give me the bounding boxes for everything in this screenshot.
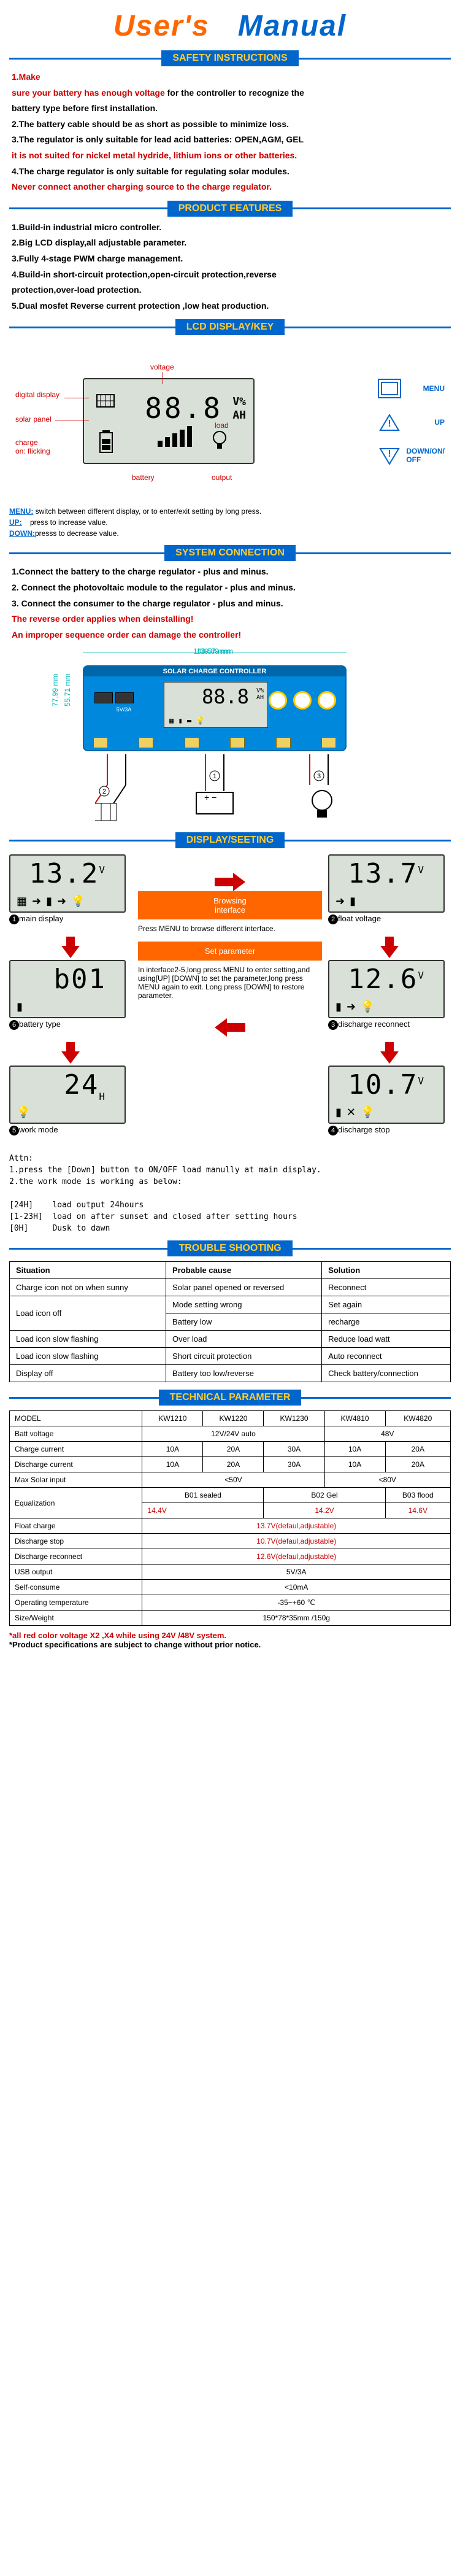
bulb-icon (210, 429, 229, 454)
tech-table: MODELKW1210KW1220KW1230KW4810KW4820 Batt… (9, 1410, 451, 1626)
main-title: User's Manual (9, 9, 451, 43)
section-safety: SAFETY INSTRUCTIONS (9, 50, 451, 66)
controller-body: SOLAR CHARGE CONTROLLER 5V/3A 88.8 ▦ ▮ ▬… (83, 665, 347, 751)
section-trouble: TROUBLE SHOOTING (9, 1240, 451, 1256)
svg-text:+ −: + − (204, 792, 217, 802)
safety-list: 1.Make sure your battery has enough volt… (9, 71, 451, 193)
section-features: PRODUCT FEATURES (9, 201, 451, 217)
lcd-units: V% AH (232, 395, 246, 422)
section-tech: TECHNICAL PARAMETER (9, 1390, 451, 1406)
up-button (293, 691, 312, 710)
menu-icon (377, 378, 402, 400)
footer-notes: *all red color voltage X2 ,X4 while usin… (9, 1631, 451, 1649)
lcd-diagram: 88.8 V% AH voltage digital display solar… (9, 341, 451, 501)
features-list: 1.Build-in industrial micro controller. … (9, 222, 451, 312)
svg-text:!: ! (388, 419, 391, 429)
svg-text:2: 2 (102, 788, 106, 795)
bars-icon (158, 426, 194, 451)
up-icon: ! (377, 412, 402, 433)
menu-button (269, 691, 287, 710)
section-conn: SYSTEM CONNECTION (9, 545, 451, 561)
svg-text:!: ! (388, 449, 391, 459)
controller-diagram: 148.57 mm 139.89 mm 77.99 mm 55.71 mm SO… (9, 647, 451, 825)
lcd-screen: 88.8 V% AH (83, 378, 255, 464)
usb-ports: 5V/3A (93, 691, 155, 722)
terminals (93, 737, 336, 748)
down-button (318, 691, 336, 710)
conn-list: 1.Connect the battery to the charge regu… (9, 566, 451, 641)
lcd-digits: 88.8 (145, 392, 223, 425)
trouble-table: SituationProbable causeSolution Charge i… (9, 1261, 451, 1382)
section-display: DISPLAY/SEETING (9, 832, 451, 848)
section-lcd: LCD DISPLAY/KEY (9, 319, 451, 335)
wiring-diagram: 2 1 3 + − (95, 754, 340, 822)
menu-descriptions: MENU: switch between different display, … (9, 507, 451, 538)
down-icon: ! (377, 446, 402, 467)
svg-text:3: 3 (317, 773, 321, 780)
svg-text:1: 1 (213, 773, 217, 780)
controller-lcd: 88.8 ▦ ▮ ▬ 💡 V% AH (164, 682, 268, 728)
display-grid: 13.2V▦➜▮➜💡 1main display b01▮ 6battery t… (9, 854, 451, 1148)
attn-block: Attn: 1.press the [Down] button to ON/OF… (9, 1154, 451, 1233)
